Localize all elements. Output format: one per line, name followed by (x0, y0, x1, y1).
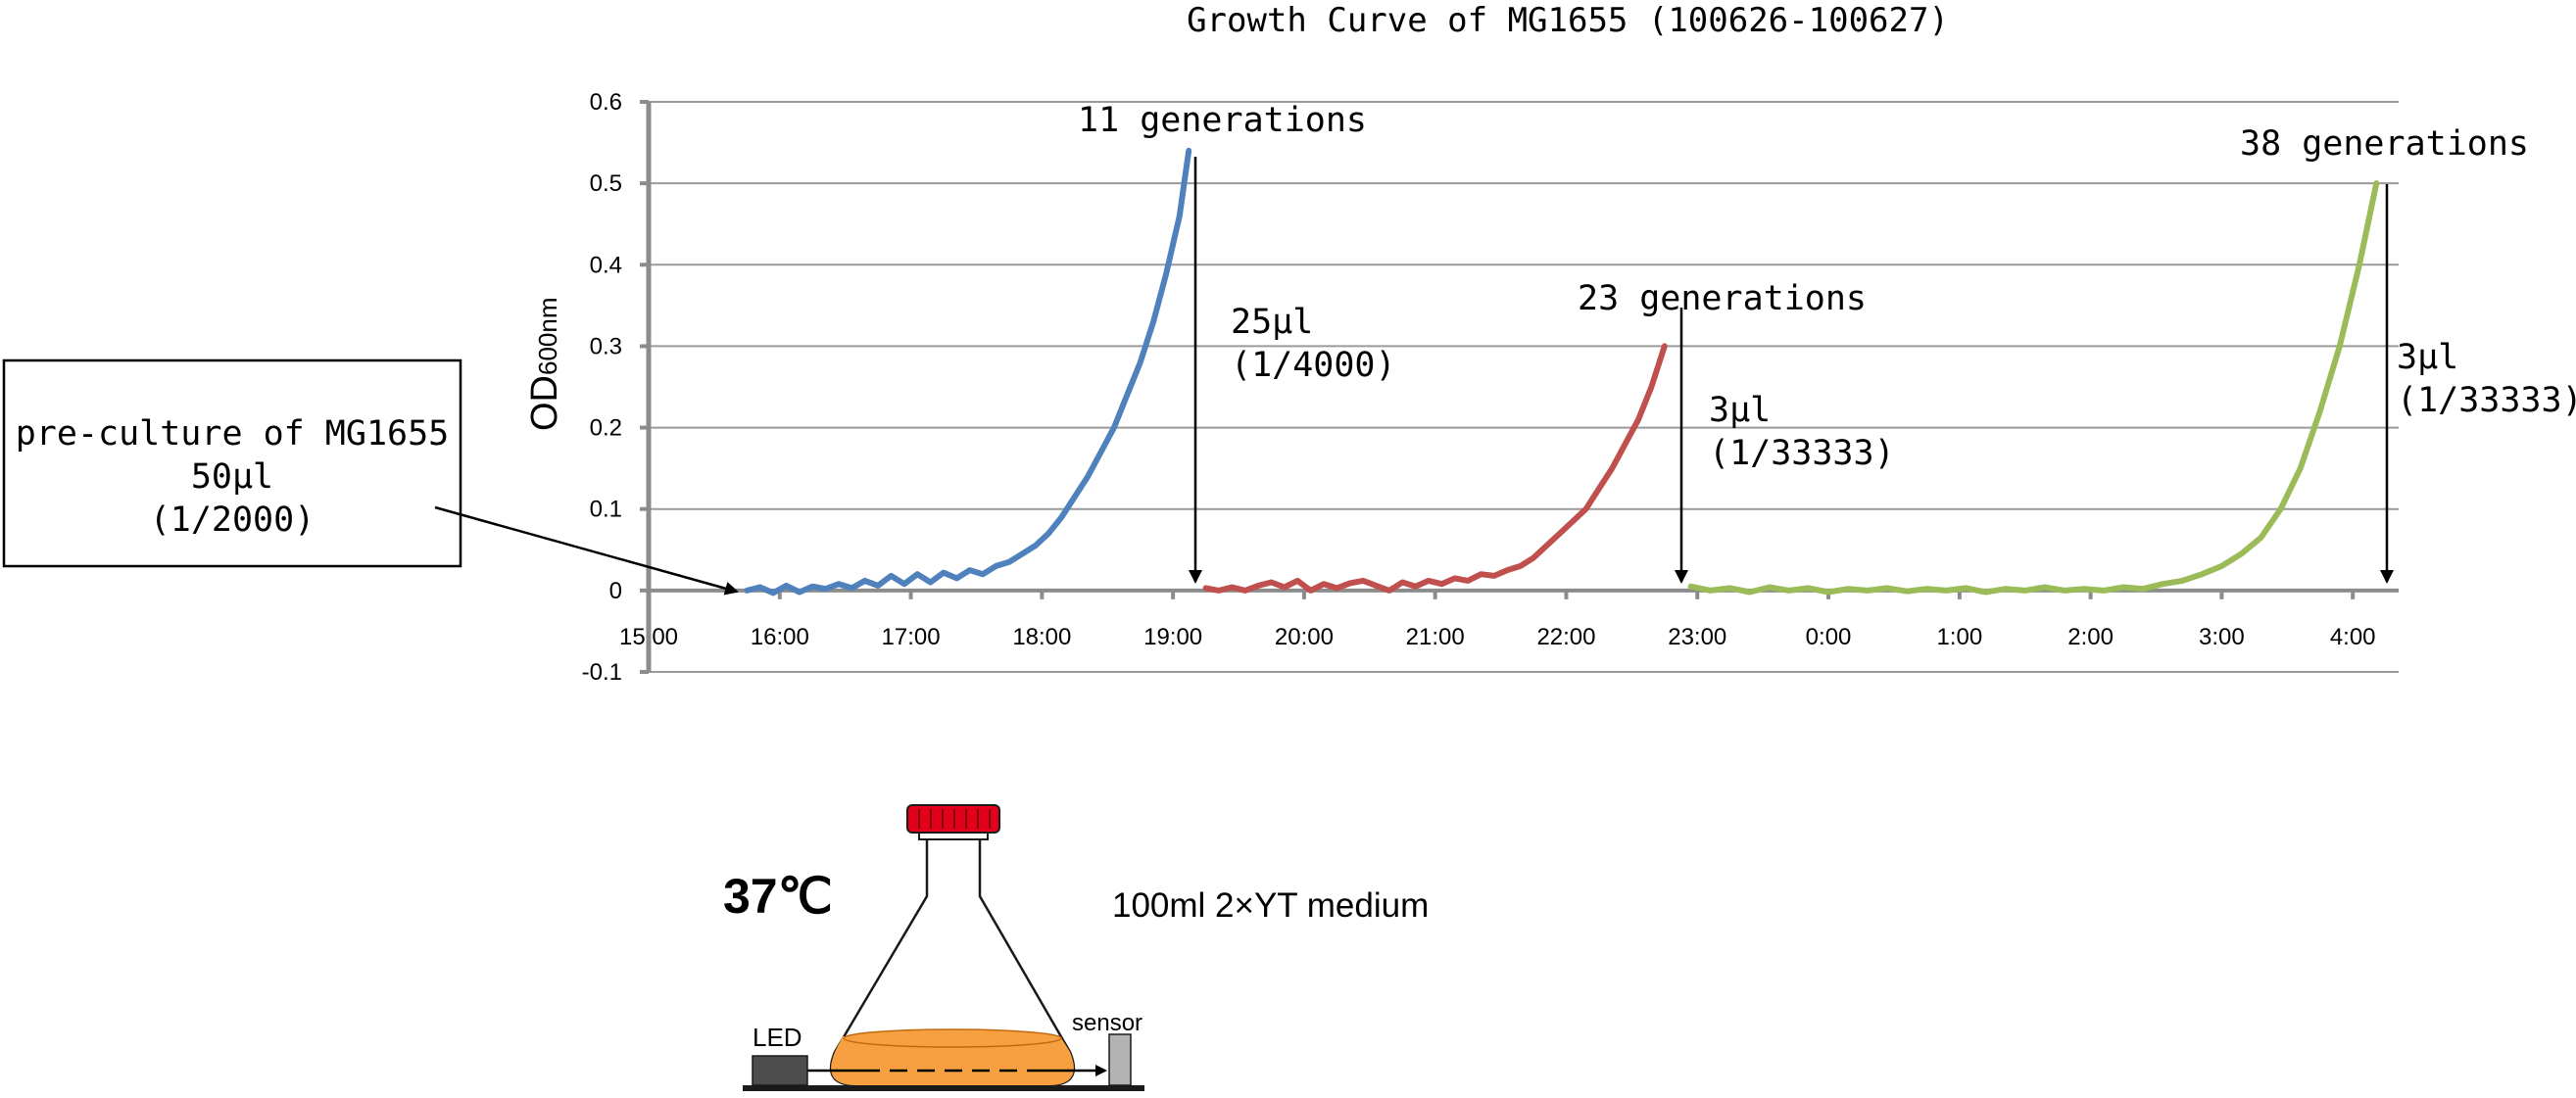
generation-label-3: 38 generations (2240, 124, 2529, 164)
x-tick-label: 16:00 (751, 624, 809, 650)
x-axis-ticks: 15:0016:0017:0018:0019:0020:0021:0022:00… (619, 590, 2376, 650)
x-tick-label: 1:00 (1936, 624, 1982, 650)
x-tick-label: 21:00 (1406, 624, 1465, 650)
x-tick-label: 2:00 (2067, 624, 2114, 650)
chart-title: Growth Curve of MG1655 (100626-100627) (1187, 1, 1949, 40)
x-tick-label: 17:00 (882, 624, 941, 650)
y-axis-label-main: OD (524, 375, 565, 431)
y-tick-label: 0.3 (590, 333, 622, 359)
preculture-box (2, 358, 462, 568)
sensor-label: sensor (1072, 1010, 1142, 1036)
dilution-ratio-1: (1/4000) (1231, 346, 1396, 385)
sensor-block (1108, 1033, 1132, 1086)
led-block (752, 1055, 808, 1086)
gridlines (649, 101, 2399, 673)
y-tick-label: 0.1 (590, 497, 622, 523)
x-tick-label: 23:00 (1668, 624, 1726, 650)
y-tick-label: 0 (609, 578, 622, 604)
preculture-line-1: pre-culture of MG1655 (16, 414, 450, 454)
x-tick-label: 18:00 (1012, 624, 1071, 650)
culture-medium (831, 1036, 1074, 1085)
generation-label-2: 23 generations (1578, 279, 1867, 318)
svg-text:OD600nm: OD600nm (524, 298, 565, 432)
medium-label: 100ml 2×YT medium (1112, 886, 1429, 925)
y-tick-label: -0.1 (582, 659, 622, 686)
x-tick-label: 4:00 (2330, 624, 2376, 650)
dilution-amount-2: 3μl (1709, 391, 1771, 430)
dilution-ratio-3: (1/33333) (2397, 381, 2576, 420)
series-lines (744, 147, 2380, 597)
y-tick-label: 0.6 (590, 89, 622, 116)
temperature-label: 37℃ (723, 869, 833, 924)
series-line-1 (744, 147, 1192, 597)
y-axis-label-sub: 600nm (533, 298, 562, 376)
base-plate (743, 1085, 1144, 1091)
dilution-amount-3: 3μl (2397, 338, 2458, 377)
apparatus-diagram: 37℃ 100ml 2×YT medium LED sensor (723, 804, 1429, 1091)
cap-ridges (918, 809, 991, 829)
dilution-amount-1: 25μl (1231, 303, 1313, 342)
x-tick-label: 3:00 (2199, 624, 2245, 650)
x-tick-label: 0:00 (1806, 624, 1852, 650)
y-tick-label: 0.2 (590, 415, 622, 442)
led-label: LED (753, 1023, 802, 1052)
series-line-2 (1202, 343, 1668, 594)
x-tick-label: 22:00 (1536, 624, 1595, 650)
y-axis-ticks: 0.6 0.5 0.4 0.3 0.2 0.1 0 -0.1 (582, 89, 649, 686)
generation-label-1: 11 generations (1078, 101, 1367, 140)
series-line-3 (1687, 180, 2380, 596)
y-tick-label: 0.4 (590, 252, 622, 278)
preculture-line-2: 50μl (191, 457, 273, 497)
x-tick-label: 20:00 (1275, 624, 1334, 650)
dilution-ratio-2: (1/33333) (1709, 434, 1895, 473)
preculture-arrow (434, 505, 739, 596)
liquid-surface (843, 1028, 1062, 1048)
y-axis-label: OD600nm (524, 298, 565, 432)
y-tick-label: 0.5 (590, 170, 622, 197)
x-tick-label: 19:00 (1143, 624, 1202, 650)
preculture-line-3: (1/2000) (150, 501, 316, 540)
